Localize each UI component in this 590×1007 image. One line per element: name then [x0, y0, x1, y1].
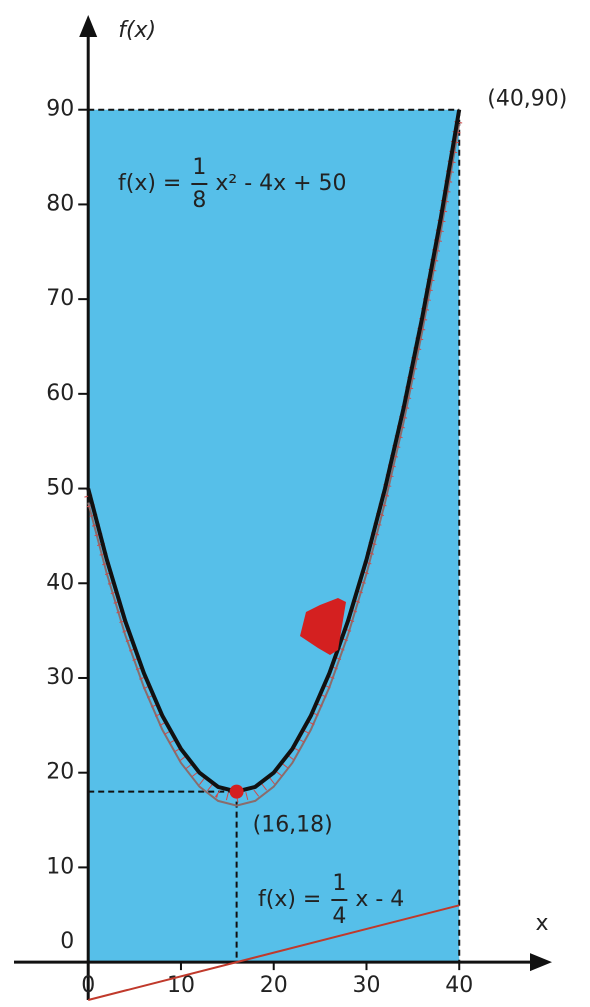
x-arrow	[530, 953, 552, 972]
y-arrow	[79, 15, 98, 37]
region	[88, 109, 460, 963]
point-label: (16,18)	[253, 813, 333, 838]
y-tick-label: 20	[46, 760, 74, 785]
x-axis-label: x	[535, 911, 548, 936]
y-tick-label: 50	[46, 476, 74, 501]
background	[88, 109, 460, 963]
y-tick-label: 70	[46, 286, 74, 311]
formula-lhs: f(x) =	[258, 887, 321, 912]
formula-rhs: x² - 4x + 50	[215, 171, 346, 196]
y-tick-label: 60	[46, 381, 74, 406]
curve	[87, 904, 460, 1001]
formula-num: 1	[332, 871, 346, 896]
y-tick-label: 90	[46, 97, 74, 122]
cart	[300, 598, 346, 655]
x-tick-label: 20	[260, 973, 288, 998]
formula-den: 8	[192, 188, 206, 213]
y-tick-label: 30	[46, 665, 74, 690]
y-axis-label: f(x)	[118, 18, 156, 43]
y-tick-label: 0	[60, 929, 74, 954]
formula-num: 1	[192, 155, 206, 180]
y-tick-label: 40	[46, 570, 74, 595]
y-tick-label: 10	[46, 854, 74, 879]
curve	[86, 109, 462, 794]
formula-lhs: f(x) =	[118, 171, 181, 196]
track-rail	[87, 123, 461, 807]
formula-den: 4	[332, 904, 346, 929]
x-tick-label: 40	[445, 973, 473, 998]
point	[229, 784, 244, 799]
x-tick-label: 30	[352, 973, 380, 998]
formula-rhs: x - 4	[355, 887, 404, 912]
y-tick-label: 80	[46, 191, 74, 216]
point-label: (40,90)	[487, 87, 567, 112]
x-tick-label: 0	[81, 973, 95, 998]
